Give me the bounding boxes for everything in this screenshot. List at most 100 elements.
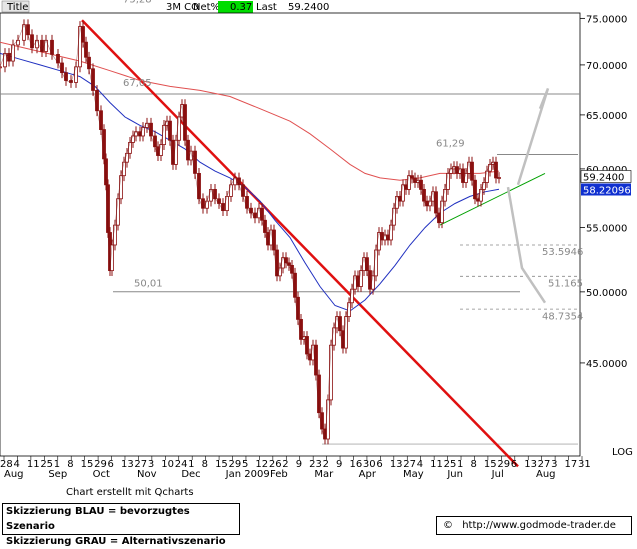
x-date-label: 5 [242,459,248,470]
price-candle [419,179,423,190]
y-tick-label: 75.0000 [586,14,627,25]
price-candle [383,234,387,241]
netpct-value: 0.37 [230,2,252,13]
price-candle [229,184,233,197]
price-series [0,19,501,445]
price-candle [389,224,393,241]
x-month-label: Jun [446,469,463,480]
price-candle [371,275,375,290]
price-candle [183,104,187,141]
price-candle [407,175,411,190]
moving-averages [0,41,500,312]
last-price-tag: 59.2400 [583,172,624,183]
price-candle [122,161,126,177]
header-bar: Title 3M CO Net% 0.37 Last 59.2400 [0,0,580,13]
y-tick-label: 50.0000 [586,288,627,299]
price-candle [217,198,221,204]
price-candle [449,168,453,174]
x-date-label: 8 [470,459,476,470]
x-date-label: 13 [524,459,537,470]
price-candle [347,302,351,317]
ma-price-tag: 58.22096 [583,185,631,196]
x-month-label: Apr [359,469,377,480]
price-candle [193,150,197,174]
price-candle [464,172,468,183]
x-date-label: 30 [363,459,376,470]
netpct-label: Net% [193,2,220,13]
copyright-symbol: © [443,520,453,531]
price-candle [293,272,297,298]
price-candle [494,161,498,179]
gray-scenario-down [506,186,547,304]
price-candle [353,275,357,290]
horizontal-levels [0,93,580,445]
x-date-label: 11 [430,459,443,470]
x-date-label: 29 [229,459,242,470]
annotation-label: 50,01 [134,278,163,289]
last-price-tag-box [580,170,632,183]
price-candle [213,189,217,200]
x-date-label: 8 [67,459,73,470]
annotation-label: 53.5946 [542,247,583,258]
annotation-label: 61,29 [436,138,465,149]
x-month-label: Jul [491,469,504,480]
price-candle [425,200,429,207]
annotation-label: 48.7354 [542,311,583,322]
x-date-label: 27 [538,459,551,470]
annotation-label: 67,05 [123,78,152,89]
x-date-label: 15 [484,459,497,470]
x-date-label: 3 [551,459,557,470]
x-month-label: Aug [536,469,556,480]
price-candle [159,144,163,156]
title-label: Title [6,2,28,13]
price-candle [81,26,85,43]
x-date-label: 29 [497,459,510,470]
x-date-label: 6 [511,459,517,470]
price-candle [362,257,366,272]
price-candle [0,66,2,69]
price-candle [314,344,318,376]
price-candle [338,316,342,332]
price-candle [260,207,264,221]
website-link[interactable]: http://www.godmode-trader.de [462,520,616,531]
legend-line-blue: Skizzierung BLAU = bevorzugtes Szenario [6,506,190,532]
gray-scenario-up [516,87,550,186]
last-value: 59.2400 [288,2,329,13]
x-date-label: 31 [578,459,591,470]
x-month-label: Oct [93,469,110,480]
x-date-label: 4 [417,459,423,470]
netpct-badge [218,1,253,13]
price-candle [113,224,117,246]
x-date-label: 13 [390,459,403,470]
website-link-box[interactable]: © http://www.godmode-trader.de [436,516,632,535]
price-candle [119,175,123,200]
annotation-label: 51.165 [548,279,583,290]
x-month-label: Mar [314,469,334,480]
price-candle [26,24,30,36]
legend-line-gray: Skizzierung GRAU = Alternativszenario [6,536,226,547]
price-candle [131,135,135,143]
price-candle [116,198,120,226]
price-candle [225,196,229,212]
price-candle [329,344,333,401]
price-candle [91,68,95,91]
x-date-label: 27 [403,459,416,470]
price-candle [422,189,426,202]
price-candle [171,139,175,165]
price-candle [272,229,276,251]
x-date-label: 26 [269,459,282,470]
price-candle [174,139,178,165]
price-candle [332,327,336,346]
x-month-label: Aug [4,469,24,480]
x-date-label: 24 [175,459,188,470]
x-date-label: 13 [121,459,134,470]
x-date-label: 25 [444,459,457,470]
price-candle [44,39,48,52]
price-candle [434,191,438,214]
price-candle [344,316,348,349]
price-candle [359,270,363,287]
green-uptrend-line [439,172,546,226]
price-candle [99,110,103,130]
price-candle [64,72,68,81]
